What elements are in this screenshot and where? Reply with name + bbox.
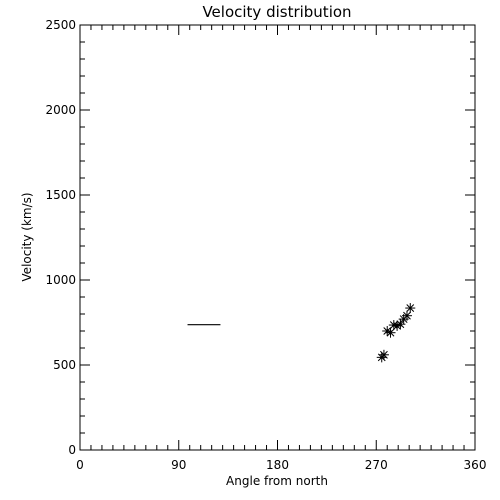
y-tick-label: 0 [68,443,76,457]
y-tick-labels: 0 500 1000 1500 2000 2500 [45,18,76,457]
chart-title: Velocity distribution [202,3,351,21]
x-axis-label: Angle from north [226,474,328,488]
y-tick-label: 1500 [45,188,76,202]
data-point [385,327,396,338]
x-tick-label: 360 [464,458,487,472]
x-tick-labels: 0 90 180 270 360 [76,458,486,472]
plot-border [79,24,476,451]
y-axis-label: Velocity (km/s) [20,192,34,281]
data-point [401,310,412,321]
y-tick-label: 2000 [45,103,76,117]
plot-frame [79,24,476,451]
data-point [378,349,389,360]
data-point [405,303,416,314]
x-tick-label: 180 [266,458,289,472]
x-tick-label: 90 [171,458,186,472]
y-tick-label: 1000 [45,273,76,287]
data-point [395,319,406,330]
axis-ticks [79,24,476,451]
y-tick-label: 2500 [45,18,76,32]
x-tick-label: 0 [76,458,84,472]
y-tick-label: 500 [53,358,76,372]
x-tick-label: 270 [365,458,388,472]
data-marks [187,303,416,363]
